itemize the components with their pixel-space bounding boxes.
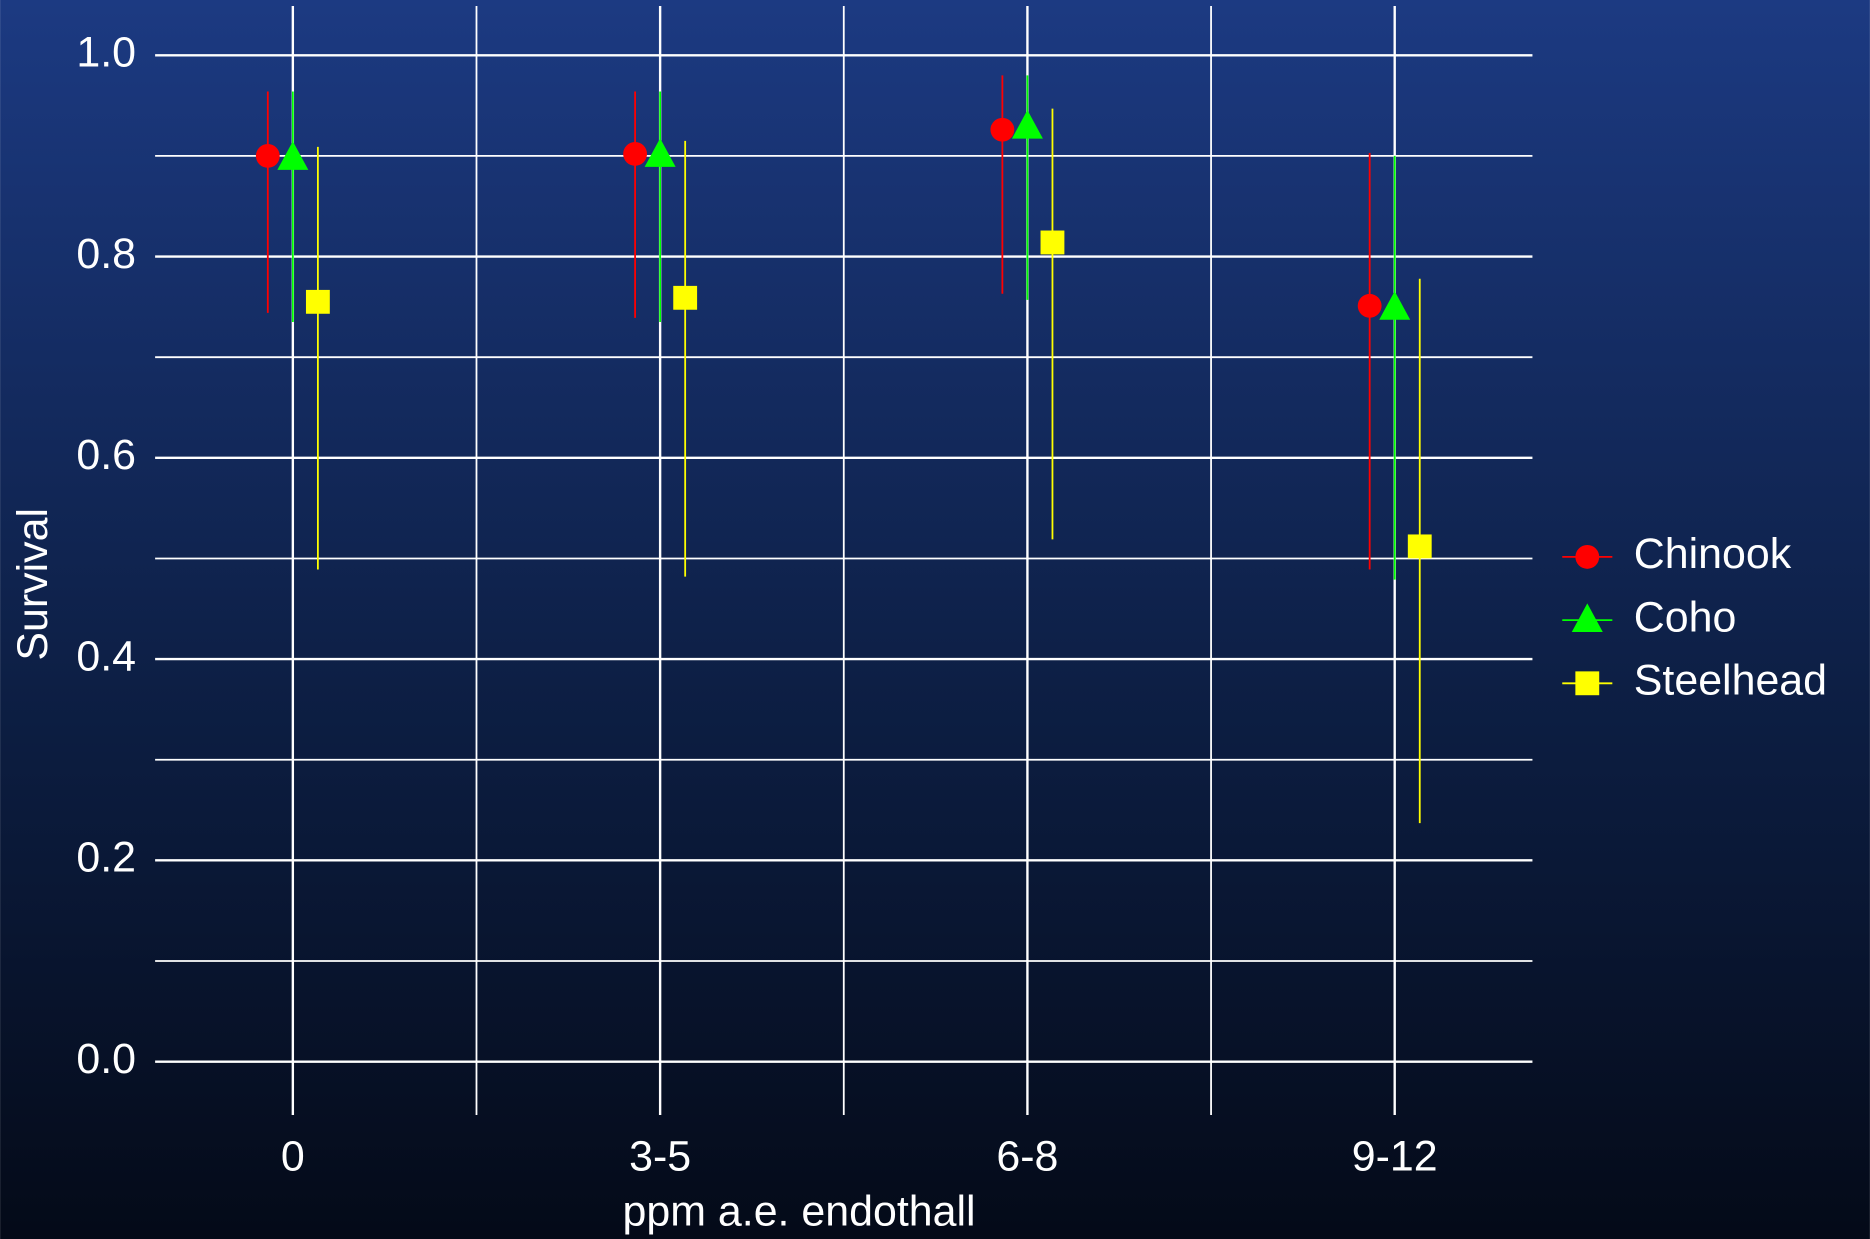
chart: 0.0 0.2 0.4 0.6 0.8 1.0 0 3-5 6-8 9-12 ppm a.e. e… bbox=[0, 0, 1870, 1239]
legend-label: Chinook bbox=[1634, 530, 1792, 578]
x-tick-label: 6-8 bbox=[996, 1132, 1058, 1180]
y-tick-label: 0.6 bbox=[76, 431, 136, 479]
point bbox=[673, 286, 697, 310]
point bbox=[623, 142, 647, 166]
y-axis-title: Survival bbox=[9, 508, 57, 661]
legend-label: Steelhead bbox=[1634, 657, 1827, 705]
legend-label: Coho bbox=[1634, 593, 1737, 641]
y-tick-label: 0.2 bbox=[76, 834, 136, 882]
x-tick-label: 9-12 bbox=[1352, 1132, 1438, 1180]
legend-marker bbox=[1575, 545, 1599, 569]
x-tick-label: 0 bbox=[281, 1132, 305, 1180]
y-tick-label: 0.8 bbox=[76, 230, 136, 278]
point bbox=[990, 118, 1014, 142]
legend-marker bbox=[1575, 671, 1599, 695]
point bbox=[306, 290, 330, 314]
y-tick-label: 1.0 bbox=[76, 29, 136, 77]
y-tick-label: 0.4 bbox=[76, 632, 136, 680]
x-axis-title: ppm a.e. endothall bbox=[623, 1187, 976, 1235]
point bbox=[1041, 231, 1065, 255]
point bbox=[1358, 294, 1382, 318]
x-tick-label: 3-5 bbox=[629, 1132, 691, 1180]
page: 0.0 0.2 0.4 0.6 0.8 1.0 0 3-5 6-8 9-12 ppm a.e. e… bbox=[0, 0, 1870, 1239]
point bbox=[1408, 534, 1432, 558]
point bbox=[256, 144, 280, 168]
y-tick-label: 0.0 bbox=[76, 1035, 136, 1083]
